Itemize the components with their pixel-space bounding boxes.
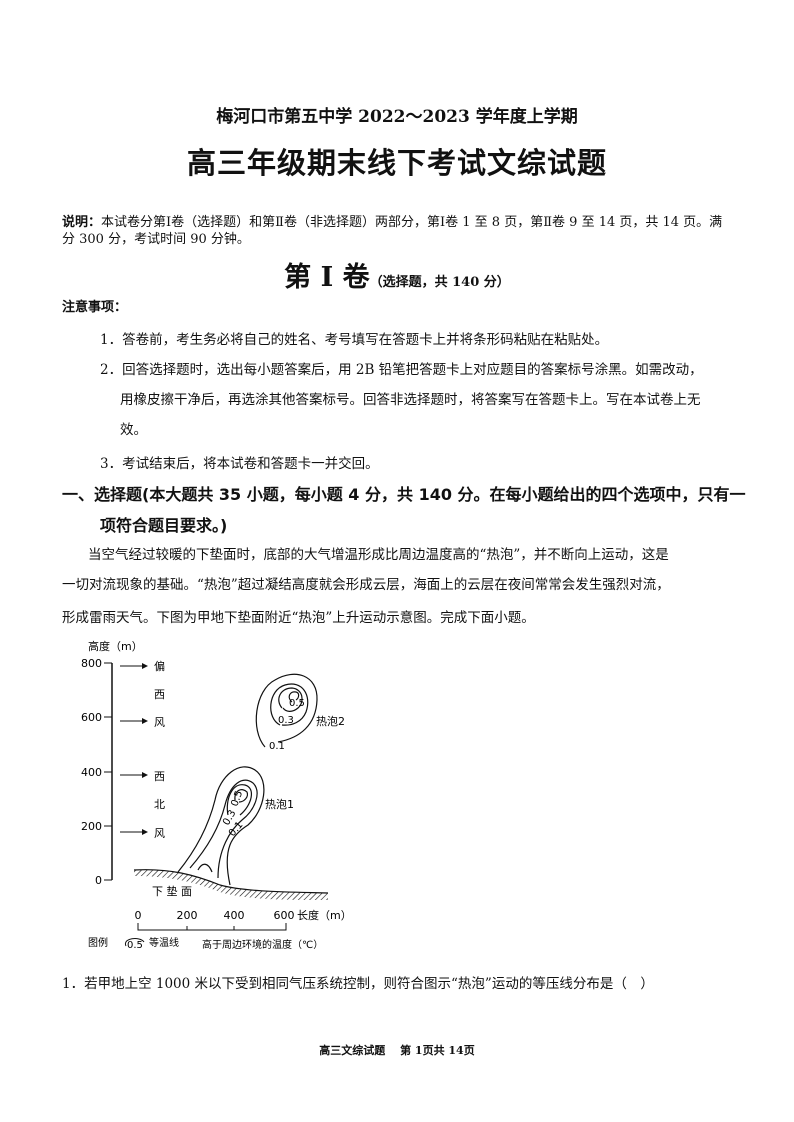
thermal-bubble-diagram: 高度（m） 800 600 400 200 0 偏 西 风 西 北 风 0.5 … xyxy=(81,639,352,951)
x-scale: 0 200 400 600 长度（m） xyxy=(135,908,352,931)
contour-label: 0.5 xyxy=(289,698,305,709)
notes-heading: 注意事项： xyxy=(62,300,128,315)
passage-line-1: 当空气经过较暖的下垫面时，底部的大气增温形成比周边温度高的“热泡”，并不断向上运… xyxy=(88,547,669,563)
wind-label: 风 xyxy=(154,827,165,840)
wind-labels: 偏 西 风 西 北 风 xyxy=(154,659,165,840)
explanation: 说明：本试卷分第Ⅰ卷（选择题）和第Ⅱ卷（非选择题）两部分，第Ⅰ卷 1 至 8 页… xyxy=(62,214,732,248)
volume-subtitle: （选择题，共 140 分） xyxy=(369,275,510,290)
y-axis-label: 高度（m） xyxy=(88,639,143,653)
wind-label: 北 xyxy=(154,798,165,811)
wind-label: 西 xyxy=(154,688,165,701)
isotherm-sample-icon xyxy=(124,938,145,947)
x-axis-label: 长度（m） xyxy=(297,908,352,922)
contour-label: 0.5 xyxy=(229,789,245,808)
bubble-1-contours xyxy=(177,766,265,886)
question-1: 1．若甲地上空 1000 米以下受到相同气压系统控制，则符合图示“热泡”运动的等… xyxy=(62,976,654,992)
note-item-1: 1．答卷前，考生务必将自己的姓名、考号填写在答题卡上并将条形码粘贴在粘贴处。 xyxy=(100,332,609,348)
y-ticks: 800 600 400 200 0 xyxy=(81,657,112,887)
ground-surface xyxy=(133,869,329,900)
passage-line-3: 形成雷雨天气。下图为甲地下垫面附近“热泡”上升运动示意图。完成下面小题。 xyxy=(62,610,535,626)
legend-label: 图例 xyxy=(88,936,108,949)
explanation-text: 本试卷分第Ⅰ卷（选择题）和第Ⅱ卷（非选择题）两部分，第Ⅰ卷 1 至 8 页，第Ⅱ… xyxy=(62,215,723,247)
surface-label: 下 垫 面 xyxy=(152,884,192,898)
bubble-2-contours xyxy=(255,673,318,748)
wind-label: 偏 xyxy=(154,659,165,673)
wind-label: 西 xyxy=(154,770,165,783)
contour-label: 0.1 xyxy=(269,741,285,752)
x-tick: 0 xyxy=(135,909,142,922)
y-tick: 600 xyxy=(81,711,102,724)
legend: 图例 0.5 等温线 高于周边环境的温度（℃） xyxy=(88,936,323,951)
wind-arrows xyxy=(120,663,148,835)
page-footer: 高三文综试题 第 1页共 14页 xyxy=(319,1044,475,1057)
note-item-2: 2．回答选择题时，选出每小题答案后，用 2B 铅笔把答题卡上对应题目的答案标号涂… xyxy=(100,362,703,378)
section-heading: 一、选择题(本大题共 35 小题，每小题 4 分，共 140 分。在每小题给出的… xyxy=(62,485,746,504)
legend-temp: 高于周边环境的温度（℃） xyxy=(202,938,323,951)
legend-sample: 0.5 xyxy=(127,940,143,951)
note-item-3: 3．考试结束后，将本试卷和答题卡一并交回。 xyxy=(100,456,379,472)
x-tick: 400 xyxy=(224,909,245,922)
y-tick: 200 xyxy=(81,820,102,833)
y-tick: 0 xyxy=(95,874,102,887)
x-tick: 600 xyxy=(274,909,295,922)
wind-label: 风 xyxy=(154,716,165,729)
y-tick: 400 xyxy=(81,766,102,779)
y-tick: 800 xyxy=(81,657,102,670)
contour-label: 0.3 xyxy=(278,715,294,726)
legend-isotherm: 等温线 xyxy=(149,936,179,949)
volume-title: 第 I 卷 xyxy=(284,262,370,293)
note-item-2-cont2: 效。 xyxy=(120,422,147,438)
volume-heading: 第 I 卷（选择题，共 140 分） xyxy=(0,255,794,294)
exam-title: 高三年级期末线下考试文综试题 xyxy=(186,146,607,180)
school-line: 梅河口市第五中学 2022～2023 学年度上学期 xyxy=(216,107,578,127)
bubble-2-label: 热泡2 xyxy=(316,714,345,728)
passage-line-2: 一切对流现象的基础。“热泡”超过凝结高度就会形成云层，海面上的云层在夜间常常会发… xyxy=(62,577,670,593)
bubble-1-label: 热泡1 xyxy=(265,797,294,811)
explanation-label: 说明： xyxy=(62,215,102,230)
note-item-2-cont: 用橡皮擦干净后，再选涂其他答案标号。回答非选择题时，将答案写在答题卡上。写在本试… xyxy=(120,392,701,408)
section-heading-cont: 项符合题目要求。) xyxy=(100,516,228,535)
x-tick: 200 xyxy=(177,909,198,922)
